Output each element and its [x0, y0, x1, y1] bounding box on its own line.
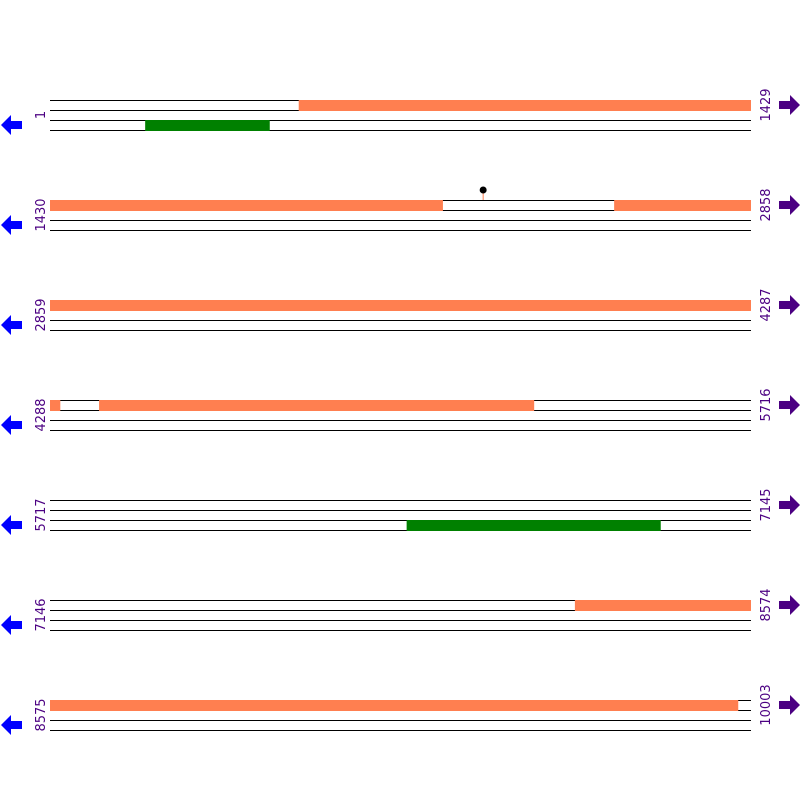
row-end-label: 2858 — [759, 188, 774, 221]
row-start-label: 8575 — [34, 698, 49, 731]
right-arrow-icon — [779, 295, 800, 315]
forward-feature — [50, 700, 739, 711]
left-arrow-icon — [1, 615, 22, 635]
reverse-feature — [406, 520, 661, 531]
forward-feature — [298, 100, 751, 111]
row-end-label: 7145 — [759, 488, 774, 521]
left-arrow-icon — [1, 415, 22, 435]
forward-feature — [614, 200, 751, 211]
right-arrow-icon — [779, 395, 800, 415]
row-end-label: 5716 — [759, 388, 774, 421]
forward-feature — [50, 300, 751, 311]
row-end-label: 1429 — [759, 88, 774, 121]
right-arrow-icon — [779, 495, 800, 515]
left-arrow-icon — [1, 215, 22, 235]
forward-feature — [99, 400, 535, 411]
left-arrow-icon — [1, 115, 22, 135]
row-start-label: 1 — [34, 111, 49, 119]
row-end-label: 10003 — [759, 684, 774, 725]
right-arrow-icon — [779, 95, 800, 115]
reverse-feature — [145, 120, 270, 131]
row-end-label: 4287 — [759, 288, 774, 321]
left-arrow-icon — [1, 315, 22, 335]
pin-marker-icon — [479, 186, 487, 194]
row-start-label: 1430 — [34, 198, 49, 231]
row-start-label: 7146 — [34, 598, 49, 631]
right-arrow-icon — [779, 195, 800, 215]
row-start-label: 5717 — [34, 498, 49, 531]
forward-feature — [50, 400, 61, 411]
forward-feature — [574, 600, 751, 611]
right-arrow-icon — [779, 595, 800, 615]
left-arrow-icon — [1, 515, 22, 535]
right-arrow-icon — [779, 695, 800, 715]
row-end-label: 8574 — [759, 588, 774, 621]
row-start-label: 4288 — [34, 398, 49, 431]
forward-feature — [50, 200, 443, 211]
left-arrow-icon — [1, 715, 22, 735]
row-start-label: 2859 — [34, 298, 49, 331]
